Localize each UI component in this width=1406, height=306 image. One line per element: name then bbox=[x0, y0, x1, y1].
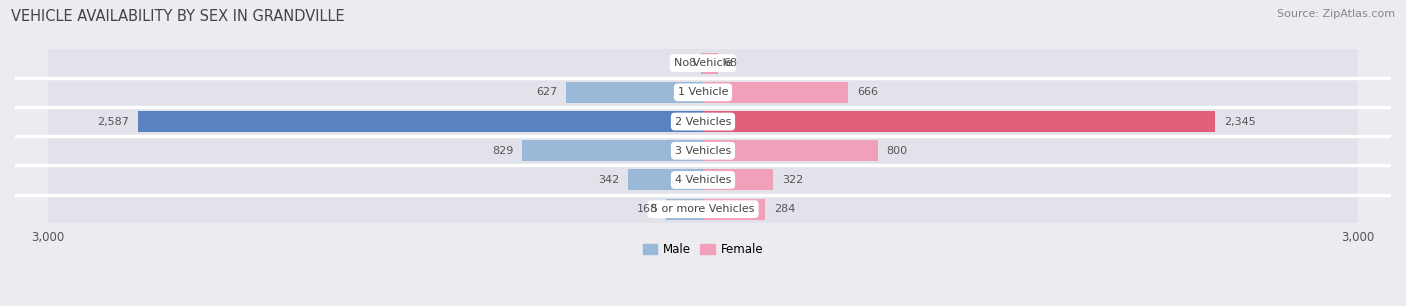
Text: 627: 627 bbox=[536, 87, 557, 97]
Text: 5 or more Vehicles: 5 or more Vehicles bbox=[651, 204, 755, 214]
Text: Source: ZipAtlas.com: Source: ZipAtlas.com bbox=[1277, 9, 1395, 19]
Bar bbox=[702, 53, 703, 74]
Bar bbox=[138, 111, 703, 132]
Bar bbox=[628, 170, 703, 191]
Text: 2 Vehicles: 2 Vehicles bbox=[675, 117, 731, 127]
Text: 2,587: 2,587 bbox=[97, 117, 129, 127]
Text: 168: 168 bbox=[637, 204, 658, 214]
Text: 3 Vehicles: 3 Vehicles bbox=[675, 146, 731, 156]
Bar bbox=[567, 82, 703, 103]
Bar bbox=[522, 140, 703, 161]
Bar bbox=[703, 53, 718, 74]
Bar bbox=[703, 111, 1215, 132]
Bar bbox=[703, 140, 877, 161]
Text: 829: 829 bbox=[492, 146, 513, 156]
Bar bbox=[48, 166, 1358, 194]
Bar bbox=[48, 137, 1358, 165]
Text: 2,345: 2,345 bbox=[1223, 117, 1256, 127]
Text: 4 Vehicles: 4 Vehicles bbox=[675, 175, 731, 185]
Bar bbox=[703, 199, 765, 220]
Text: VEHICLE AVAILABILITY BY SEX IN GRANDVILLE: VEHICLE AVAILABILITY BY SEX IN GRANDVILL… bbox=[11, 9, 344, 24]
Text: 8: 8 bbox=[689, 58, 696, 68]
Bar bbox=[703, 82, 848, 103]
Bar bbox=[666, 199, 703, 220]
Text: 284: 284 bbox=[773, 204, 796, 214]
Bar bbox=[703, 170, 773, 191]
Text: 800: 800 bbox=[886, 146, 908, 156]
Text: 68: 68 bbox=[723, 58, 737, 68]
Text: 1 Vehicle: 1 Vehicle bbox=[678, 87, 728, 97]
Bar bbox=[48, 196, 1358, 223]
Bar bbox=[48, 79, 1358, 106]
Bar bbox=[48, 49, 1358, 77]
Text: 666: 666 bbox=[858, 87, 879, 97]
Text: No Vehicle: No Vehicle bbox=[673, 58, 733, 68]
Text: 322: 322 bbox=[782, 175, 803, 185]
Legend: Male, Female: Male, Female bbox=[638, 238, 768, 261]
Text: 342: 342 bbox=[599, 175, 620, 185]
Bar bbox=[48, 108, 1358, 135]
